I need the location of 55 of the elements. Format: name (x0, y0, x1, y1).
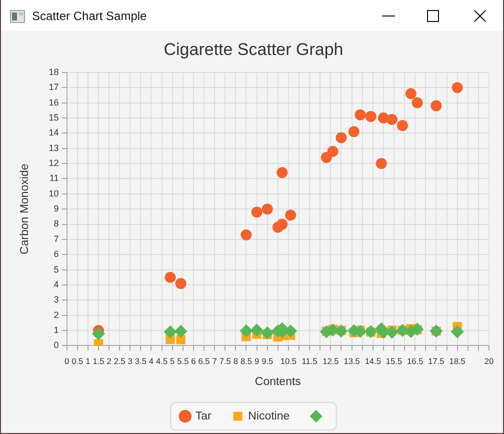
y-tick-label: 16 (48, 97, 59, 108)
x-axis-title: Contents (254, 376, 302, 388)
x-tick-label: 5.5 (177, 356, 190, 366)
y-tick-label: 3 (54, 294, 59, 305)
x-tick-label: 8.5 (240, 356, 252, 366)
x-tick-label: 5 (170, 356, 176, 366)
x-tick-label: 13.5 (344, 356, 360, 366)
y-tick-label: 15 (48, 112, 59, 122)
y-tick-label: 9 (54, 204, 59, 214)
y-tick-label: 8 (54, 218, 59, 229)
x-tick-label: 0 (64, 356, 70, 366)
y-tick-label: 7 (54, 234, 59, 244)
y-tick-label: 18 (48, 66, 59, 77)
x-tick-label: 12.5 (322, 356, 340, 366)
y-tick-label: 6 (54, 249, 59, 260)
x-tick-label: 1.5 (92, 356, 105, 366)
y-tick-label: 0 (54, 340, 59, 350)
x-tick-label: 9 (254, 356, 260, 366)
x-tick-label: 6.5 (198, 356, 210, 366)
x-tick-label: 11.5 (302, 356, 318, 366)
y-tick-label: 13 (48, 142, 59, 153)
y-tick-label: 14 (48, 128, 59, 138)
y-tick-label: 11 (49, 173, 59, 184)
x-tick-label: 3.5 (134, 356, 147, 366)
x-tick-label: 15.5 (386, 356, 402, 366)
legend-label: Nicotine (248, 410, 290, 422)
x-tick-label: 3 (128, 356, 133, 366)
x-tick-label: 2 (106, 356, 112, 366)
y-tick-label: 2 (54, 310, 59, 320)
x-tick-label: 4.5 (156, 356, 168, 366)
x-tick-label: 8 (233, 356, 238, 366)
x-tick-label: 9.5 (262, 356, 274, 366)
y-tick-label: 5 (54, 264, 59, 274)
y-tick-label: 4 (54, 279, 59, 290)
y-tick-label: 1 (54, 325, 59, 336)
y-tick-label: 12 (48, 158, 59, 168)
x-tick-label: 18.5 (449, 356, 466, 366)
x-tick-label: 7.5 (219, 356, 232, 366)
x-tick-label: 4 (148, 356, 154, 366)
x-tick-label: 20 (484, 356, 494, 366)
x-tick-label: 10.5 (280, 356, 297, 366)
x-tick-label: 17.5 (428, 356, 445, 366)
chart-title: Cigarette Scatter Graph (164, 40, 344, 59)
x-tick-label: 7 (212, 356, 218, 366)
x-tick-label: 2.5 (114, 356, 126, 366)
x-tick-label: 16.5 (407, 356, 424, 366)
x-tick-label: 0.5 (72, 356, 84, 366)
y-axis-title: Carbon Monoxide (19, 164, 32, 254)
legend-label: Tar (195, 410, 212, 422)
x-tick-label: 1 (86, 356, 91, 366)
window-title: Scatter Chart Sample (32, 9, 147, 23)
x-tick-label: 14.5 (364, 356, 382, 366)
y-tick-label: 17 (48, 82, 59, 92)
x-tick-label: 6 (191, 356, 196, 366)
y-tick-label: 10 (48, 188, 59, 198)
